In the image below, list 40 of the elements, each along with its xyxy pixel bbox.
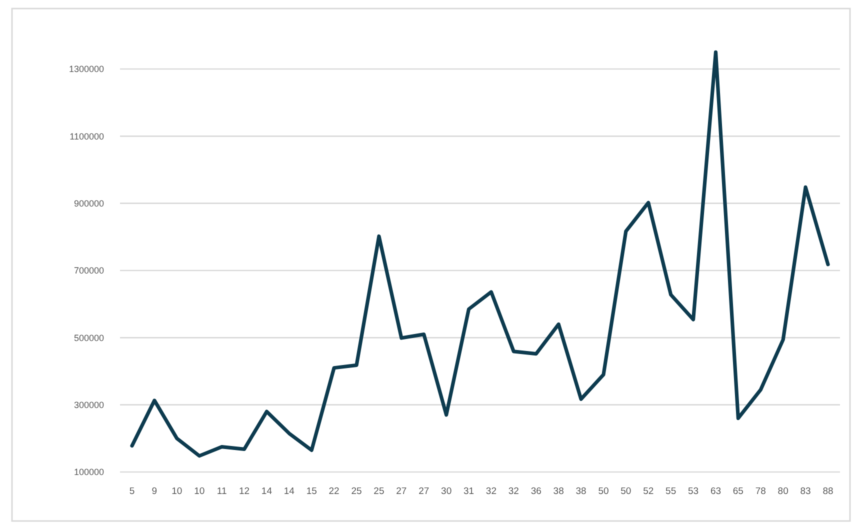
- x-tick-label: 52: [643, 486, 654, 497]
- x-tick-label: 65: [732, 486, 744, 497]
- x-tick-label: 15: [306, 486, 317, 497]
- x-tick-label: 14: [261, 486, 272, 497]
- x-tick-label: 10: [172, 486, 182, 497]
- x-tick-label: 25: [374, 486, 384, 497]
- y-tick-label: 1100000: [70, 131, 104, 142]
- x-tick-label: 27: [418, 486, 430, 497]
- x-tick-label: 12: [238, 486, 250, 497]
- x-tick-label: 10: [194, 486, 205, 497]
- x-tick-label: 38: [576, 486, 586, 497]
- x-tick-label: 38: [553, 486, 564, 497]
- line-series: [130, 50, 830, 458]
- x-tick-label: 55: [666, 486, 676, 497]
- x-tick-label: 27: [396, 486, 407, 497]
- x-tick-label: 36: [530, 486, 542, 497]
- x-tick-label: 31: [463, 486, 474, 497]
- x-tick-label: 83: [800, 486, 811, 497]
- y-tick-label: 700000: [74, 266, 104, 276]
- x-tick-label: 30: [441, 486, 452, 497]
- x-tick-label: 14: [284, 486, 294, 497]
- y-tick-label: 1300000: [68, 64, 104, 74]
- x-tick-label: 50: [620, 486, 632, 497]
- x-tick-label: 53: [688, 486, 699, 497]
- y-tick-label: 300000: [74, 400, 104, 410]
- x-tick-label: 50: [598, 486, 609, 497]
- x-tick-label: 88: [822, 486, 834, 497]
- x-tick-label: 25: [351, 486, 362, 497]
- y-tick-label: 500000: [74, 332, 104, 343]
- x-tick-label: 80: [778, 486, 788, 497]
- x-tick-label: 32: [508, 486, 519, 497]
- x-tick-label: 9: [152, 486, 158, 497]
- y-tick-label: 100000: [74, 467, 104, 478]
- x-tick-label: 5: [129, 486, 135, 497]
- y-tick-label: 900000: [74, 198, 104, 208]
- x-tick-label: 63: [710, 486, 722, 497]
- x-tick-label: 11: [216, 486, 227, 497]
- x-tick-label: 32: [486, 486, 497, 497]
- x-tick-label: 22: [328, 486, 340, 497]
- x-tick-label: 78: [755, 486, 766, 497]
